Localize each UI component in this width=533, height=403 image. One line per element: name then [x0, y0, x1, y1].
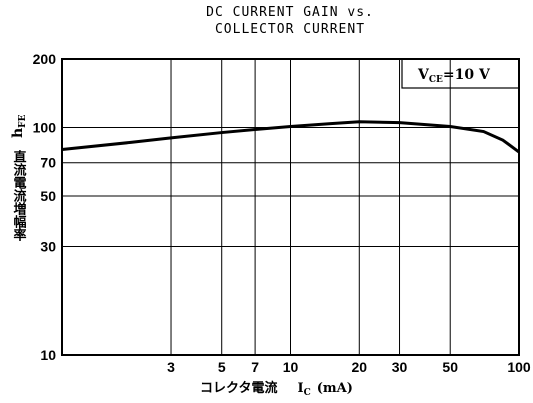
- symbol: I: [297, 381, 303, 396]
- line: [61, 120, 520, 154]
- x-tick-label: 20: [351, 359, 367, 375]
- y-tick-label: 100: [33, 119, 57, 135]
- y-tick-label: 70: [40, 155, 56, 171]
- x-tick-label: 7: [251, 359, 259, 375]
- subscript: CE: [429, 75, 443, 85]
- y-tick-label: 200: [33, 51, 57, 67]
- x-tick-label: 100: [507, 359, 531, 375]
- x-tick-label: 5: [218, 359, 226, 375]
- annotation: VCE=10 V: [417, 67, 491, 85]
- label-text: コレクタ電流: [200, 380, 277, 396]
- y-tick-label: 50: [40, 188, 56, 204]
- annotation-box: [401, 58, 520, 89]
- y-label-symbol: hFE: [10, 114, 28, 138]
- plot-frame: [61, 58, 520, 356]
- y-label: 直流電流増幅率: [11, 149, 27, 242]
- symbol: V: [417, 67, 430, 83]
- chart-title: COLLECTOR CURRENT: [215, 22, 365, 37]
- subscript: C: [304, 388, 311, 398]
- annotation-text: =10 V: [443, 67, 491, 83]
- subscript: FE: [18, 114, 28, 127]
- y-tick-label: 30: [40, 238, 56, 254]
- unit: (mA): [317, 381, 353, 396]
- x-tick-label: 50: [442, 359, 458, 375]
- x-tick-label: 10: [283, 359, 299, 375]
- chart-title: DC CURRENT GAIN vs.: [206, 5, 374, 20]
- x-tick-label: 3: [167, 359, 175, 375]
- x-label: コレクタ電流 IC (mA): [200, 380, 353, 398]
- x-tick-label: 30: [392, 359, 408, 375]
- y-tick-label: 10: [40, 347, 56, 363]
- symbol: h: [10, 128, 26, 138]
